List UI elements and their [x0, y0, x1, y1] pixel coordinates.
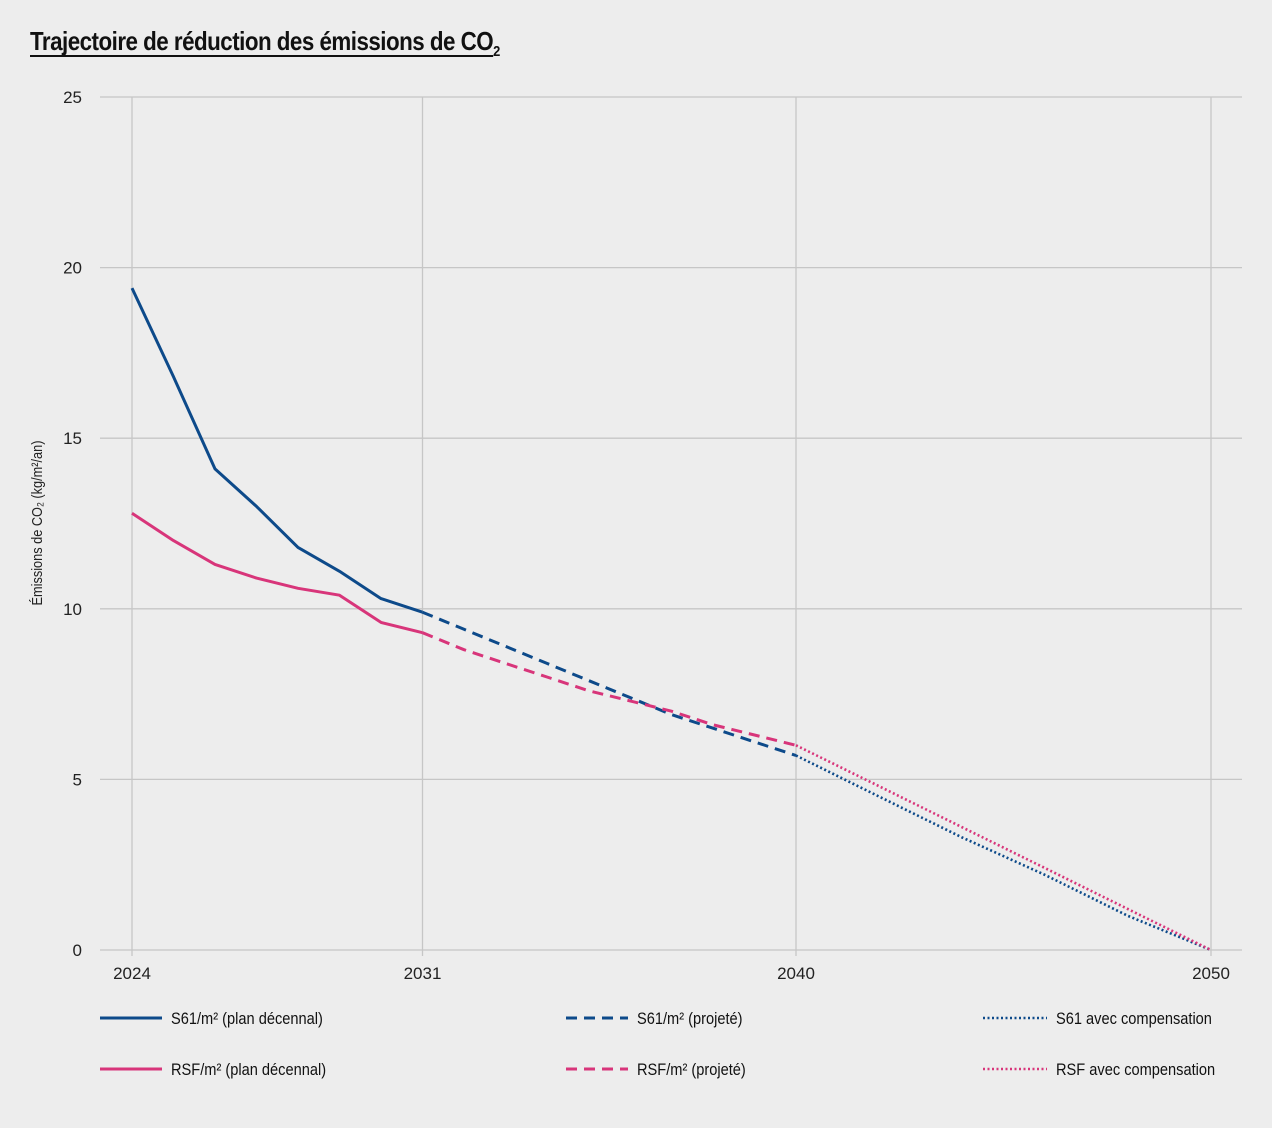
legend-label-1: S61/m² (projeté) — [637, 1010, 743, 1028]
legend-label-4: RSF/m² (projeté) — [637, 1061, 746, 1079]
y-tick-0: 0 — [73, 941, 82, 960]
y-axis-label: Émissions de CO₂ (kg/m²/an) — [28, 441, 45, 606]
x-tick-labels: 2024 2031 2040 2050 — [113, 964, 1230, 983]
grid — [100, 96, 1242, 956]
series-line-0 — [130, 287, 423, 614]
legend-label-5: RSF avec compensation — [1056, 1061, 1215, 1079]
series-line-5 — [795, 744, 1212, 952]
y-tick-15: 15 — [63, 429, 82, 448]
series-line-1 — [421, 610, 797, 757]
chart-title-text: Trajectoire de réduction des émissions d… — [30, 26, 494, 56]
y-tick-10: 10 — [63, 600, 82, 619]
x-tick-2031: 2031 — [404, 964, 442, 983]
series-line-2 — [795, 754, 1212, 952]
x-tick-2024: 2024 — [113, 964, 151, 983]
legend: S61/m² (plan décennal) S61/m² (projeté) S6… — [100, 1010, 1215, 1079]
legend-label-2: S61 avec compensation — [1056, 1010, 1212, 1028]
y-tick-20: 20 — [63, 259, 82, 278]
legend-label-0: S61/m² (plan décennal) — [171, 1010, 323, 1028]
chart-title: Trajectoire de réduction des émissions d… — [30, 26, 500, 60]
series-line-3 — [131, 512, 423, 635]
y-tick-labels: 0 5 10 15 20 25 — [63, 88, 82, 960]
y-tick-5: 5 — [73, 770, 82, 789]
y-tick-25: 25 — [63, 88, 82, 107]
x-tick-2040: 2040 — [777, 964, 815, 983]
legend-label-3: RSF/m² (plan décennal) — [171, 1061, 326, 1079]
series-line-4 — [421, 631, 797, 747]
chart-title-subscript: 2 — [493, 43, 500, 61]
x-tick-2050: 2050 — [1192, 964, 1230, 983]
series-lines — [130, 287, 1212, 952]
